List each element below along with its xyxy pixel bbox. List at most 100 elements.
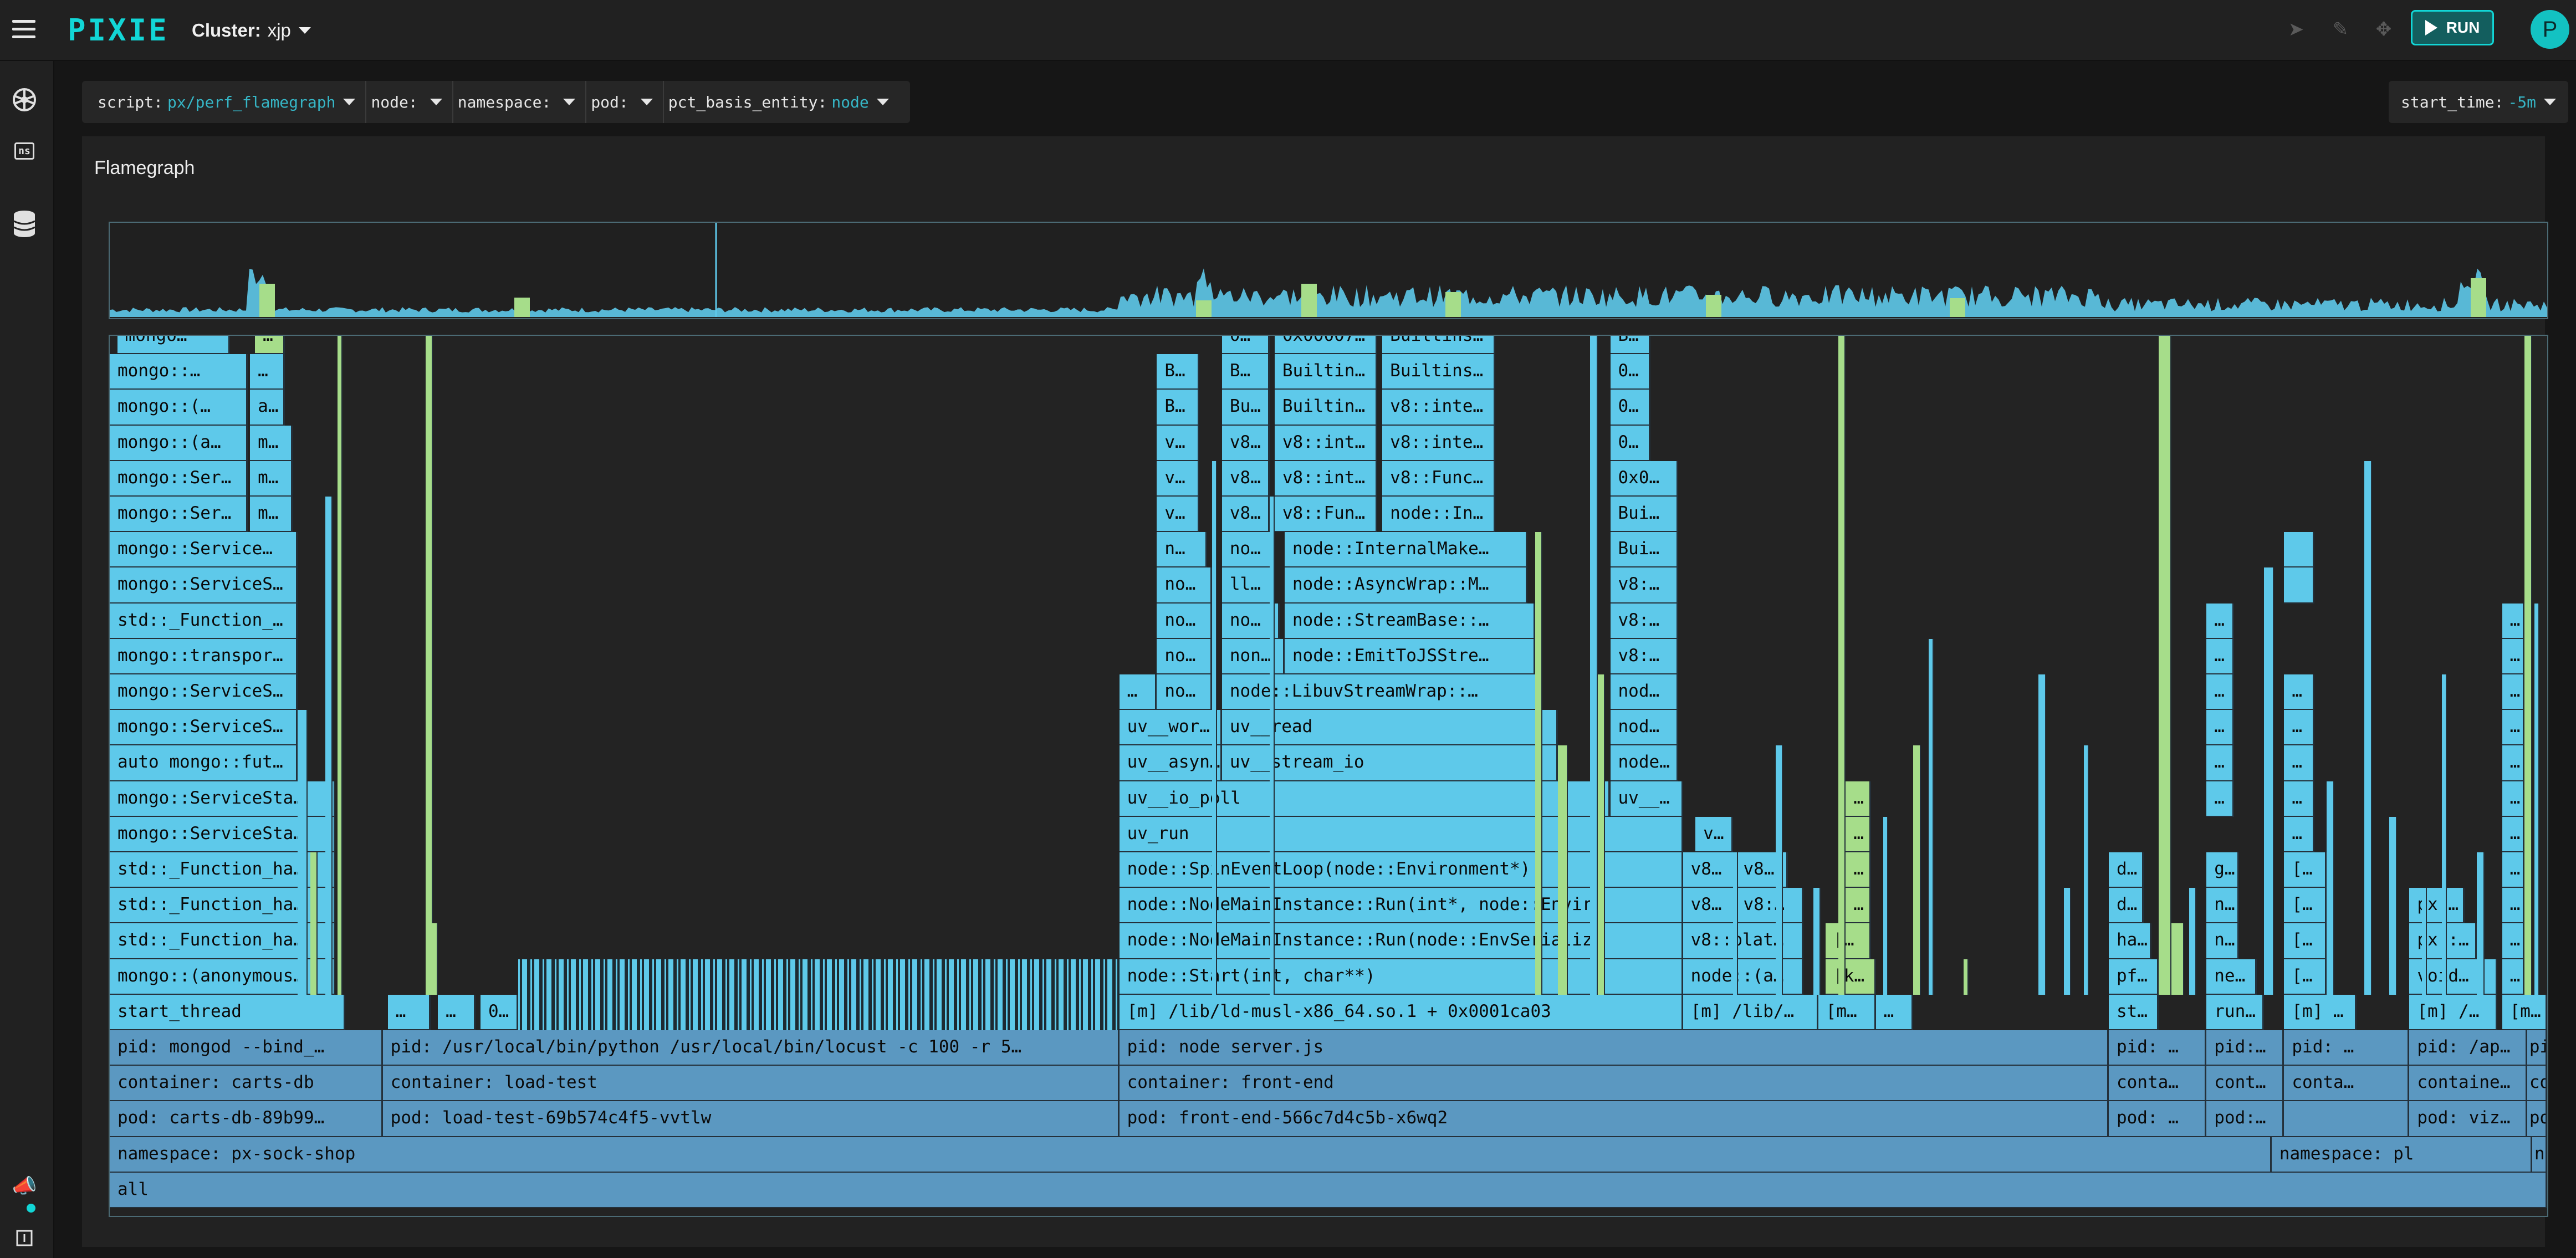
flame-sliver[interactable] bbox=[2063, 888, 2072, 995]
flame-sliver[interactable] bbox=[1813, 888, 1821, 995]
flame-frame[interactable]: px:… bbox=[2409, 888, 2465, 924]
flame-frame[interactable]: d… bbox=[2108, 852, 2144, 888]
flame-frame[interactable]: a… bbox=[250, 390, 285, 426]
run-button[interactable]: RUN bbox=[2411, 10, 2494, 45]
flame-sliver[interactable] bbox=[2442, 674, 2447, 995]
flame-frame[interactable]: pi… bbox=[2527, 1030, 2547, 1066]
flame-frame[interactable]: … bbox=[2502, 745, 2525, 781]
flame-frame[interactable]: ha… bbox=[2108, 923, 2151, 959]
flame-frame[interactable]: Builtin… bbox=[1274, 390, 1378, 426]
flame-frame[interactable]: … bbox=[1846, 781, 1871, 817]
flame-frame[interactable]: pid: node server.js bbox=[1119, 1030, 2109, 1066]
flame-sliver[interactable] bbox=[1963, 959, 1969, 995]
flame-sliver[interactable] bbox=[1557, 745, 1568, 995]
node-arg[interactable]: node: bbox=[366, 81, 453, 123]
flame-sliver[interactable] bbox=[2171, 923, 2184, 995]
flame-frame[interactable]: uv__… bbox=[1610, 781, 1683, 817]
flame-frame[interactable]: … bbox=[2502, 959, 2525, 995]
flame-frame[interactable]: v8::int… bbox=[1274, 461, 1378, 497]
flame-frame[interactable]: pod: … bbox=[2108, 1101, 2207, 1137]
flame-frame[interactable]: Builtins… bbox=[1382, 354, 1495, 390]
flame-frame[interactable]: v8::int… bbox=[1274, 425, 1378, 461]
flame-frame[interactable]: v… bbox=[1157, 461, 1200, 497]
flame-frame[interactable]: 0x00007… bbox=[1274, 336, 1378, 355]
flame-frame[interactable]: v8::inte… bbox=[1382, 390, 1495, 426]
flame-frame[interactable]: [m… bbox=[1818, 994, 1876, 1030]
flame-frame[interactable]: po… bbox=[2527, 1101, 2547, 1137]
flame-frame[interactable]: v8:… bbox=[1735, 888, 1803, 924]
flame-frame[interactable]: namespace: pl bbox=[2271, 1137, 2532, 1173]
flame-frame[interactable]: start_thread bbox=[110, 994, 345, 1030]
flame-frame[interactable]: mongo::Service… bbox=[110, 532, 298, 568]
flame-frame[interactable]: [… bbox=[2284, 923, 2327, 959]
flame-frame[interactable]: mongo::… bbox=[110, 354, 248, 390]
flame-frame[interactable]: [… bbox=[2284, 852, 2327, 888]
flame-frame[interactable]: no… bbox=[1221, 532, 1275, 568]
flame-frame[interactable]: mongo::Ser… bbox=[110, 461, 248, 497]
flame-frame[interactable]: … bbox=[2206, 745, 2234, 781]
flame-frame[interactable]: ne… bbox=[2206, 959, 2257, 995]
menu-icon[interactable] bbox=[12, 20, 35, 39]
flame-frame[interactable]: node::In… bbox=[1382, 497, 1495, 533]
flame-frame[interactable]: containe… bbox=[2409, 1066, 2527, 1102]
flame-frame[interactable]: v8:… bbox=[1610, 567, 1678, 604]
flame-frame[interactable]: Builtins… bbox=[1382, 336, 1495, 355]
flame-frame[interactable]: [… bbox=[1826, 923, 1871, 959]
flame-frame[interactable]: no… bbox=[1157, 603, 1212, 639]
flame-frame[interactable]: no… bbox=[1157, 674, 1212, 710]
flame-frame[interactable]: n… bbox=[2206, 923, 2240, 959]
flame-frame[interactable]: node… bbox=[1610, 745, 1678, 781]
flame-frame[interactable]: nod… bbox=[1610, 674, 1678, 710]
flame-frame[interactable]: … bbox=[2502, 674, 2525, 710]
flame-frame[interactable]: no… bbox=[1157, 638, 1212, 674]
flame-frame[interactable]: 0… bbox=[1610, 354, 1650, 390]
flame-sliver[interactable] bbox=[1269, 497, 1275, 995]
flame-frame[interactable]: v8:… bbox=[1610, 603, 1678, 639]
flame-frame[interactable]: [m] /… bbox=[2409, 994, 2497, 1030]
flame-frame[interactable]: d… bbox=[2108, 888, 2144, 924]
flame-frame[interactable]: v8::inte… bbox=[1382, 425, 1495, 461]
flame-frame[interactable]: pod: load-test-69b574c4f5-vvtlw bbox=[382, 1101, 1120, 1137]
flame-frame[interactable]: conta… bbox=[2108, 1066, 2207, 1102]
flame-sliver[interactable] bbox=[2364, 461, 2372, 995]
flame-frame[interactable]: … bbox=[387, 994, 431, 1030]
flame-frame[interactable]: 0… bbox=[1221, 336, 1270, 355]
flame-frame[interactable]: v… bbox=[1695, 816, 1733, 852]
flame-frame[interactable]: pod: front-end-566c7d4c5b-x6wq2 bbox=[1119, 1101, 2109, 1137]
flame-frame[interactable]: uv__wor… bbox=[1119, 710, 1222, 746]
flame-frame[interactable] bbox=[2284, 567, 2314, 604]
cluster-selector[interactable]: Cluster: xjp bbox=[192, 17, 311, 44]
flame-frame[interactable]: uv__read bbox=[1221, 710, 1558, 746]
flame-frame[interactable]: … bbox=[2284, 710, 2314, 746]
flame-sliver[interactable] bbox=[2038, 674, 2046, 995]
flame-frame[interactable]: co… bbox=[2527, 1066, 2547, 1102]
send-icon[interactable]: ➤ bbox=[2288, 19, 2304, 40]
flame-frame[interactable]: all bbox=[110, 1172, 2547, 1208]
flame-frame[interactable]: pid: /usr/local/bin/python /usr/local/bi… bbox=[382, 1030, 1120, 1066]
flame-frame[interactable]: node::InternalMake… bbox=[1284, 532, 1528, 568]
announcement-icon[interactable]: 📣 bbox=[12, 1174, 37, 1197]
flame-frame[interactable]: n… bbox=[2206, 888, 2240, 924]
flame-sliver[interactable] bbox=[430, 923, 438, 995]
flame-frame[interactable]: [k… bbox=[1826, 959, 1876, 995]
flame-frame[interactable]: ll… bbox=[1221, 567, 1275, 604]
flame-sliver[interactable] bbox=[338, 336, 343, 995]
flame-sliver[interactable] bbox=[1590, 336, 1598, 995]
flame-frame[interactable]: uv__io_poll bbox=[1119, 781, 1611, 817]
flame-frame[interactable]: names… bbox=[2532, 1137, 2547, 1173]
flame-frame[interactable]: … bbox=[250, 354, 285, 390]
flame-frame[interactable]: pid: … bbox=[2108, 1030, 2207, 1066]
flame-frame[interactable]: … bbox=[1875, 994, 1914, 1030]
flame-frame[interactable]: … bbox=[2502, 888, 2525, 924]
flame-sliver[interactable] bbox=[425, 336, 433, 995]
flame-frame[interactable]: v8… bbox=[1683, 852, 1736, 888]
flame-frame[interactable]: B… bbox=[1610, 336, 1650, 355]
flame-frame[interactable]: 0… bbox=[1610, 425, 1650, 461]
flame-frame[interactable]: pod:… bbox=[2206, 1101, 2284, 1137]
flame-sliver[interactable] bbox=[1913, 745, 1921, 995]
flame-frame[interactable]: mongo::ServiceS… bbox=[110, 710, 298, 746]
flame-sliver[interactable] bbox=[1535, 532, 1543, 995]
flame-frame[interactable]: no… bbox=[1157, 567, 1212, 604]
sidebar-toggle-icon[interactable] bbox=[8, 1221, 41, 1255]
kubernetes-icon[interactable] bbox=[8, 83, 41, 116]
